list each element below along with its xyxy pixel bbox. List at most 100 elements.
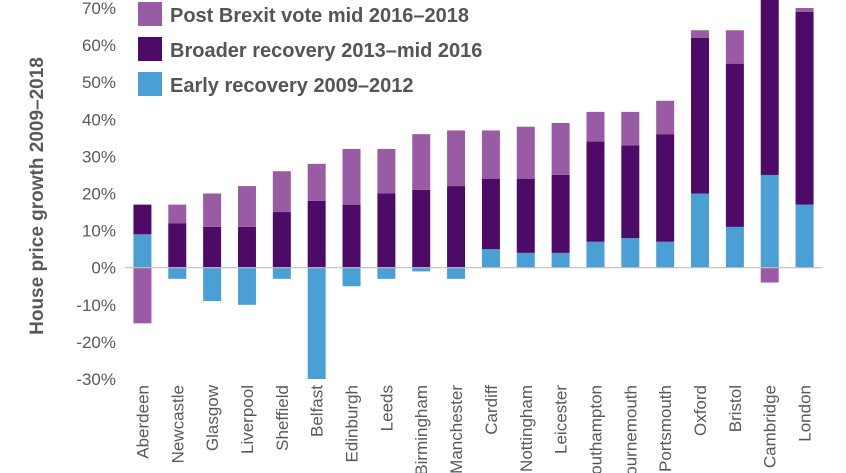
- bar-segment: [516, 126, 535, 179]
- bar-segment: [725, 226, 744, 268]
- y-tick-label: 30%: [82, 147, 116, 166]
- y-tick-label: 0%: [91, 259, 116, 278]
- bar-segment: [203, 193, 222, 227]
- bar-segment: [516, 178, 535, 253]
- bar-segment: [621, 145, 640, 239]
- bar-segment: [307, 200, 326, 268]
- legend: Post Brexit vote mid 2016–2018 Broader re…: [138, 2, 482, 97]
- bar-segment: [133, 267, 152, 324]
- bar-segment: [133, 204, 152, 235]
- bar-segment: [272, 212, 291, 268]
- bar-segment: [447, 267, 466, 279]
- y-axis-ticks: -30% -20% -10% 0% 10% 20% 30% 40% 50% 60% 70%: [76, 0, 116, 389]
- bar-segment: [342, 267, 361, 287]
- bar-segment: [272, 171, 291, 213]
- bar-segment: [481, 178, 500, 250]
- category-label: Cardiff: [482, 385, 501, 435]
- bar-segment: [237, 226, 256, 268]
- bar-segment: [551, 174, 570, 253]
- category-label: Edinburgh: [343, 385, 362, 463]
- bar-segment: [725, 63, 744, 227]
- bar-segment: [377, 267, 396, 279]
- category-label: Sheffield: [273, 385, 292, 451]
- bar-segment: [621, 111, 640, 146]
- category-label: London: [796, 385, 815, 442]
- y-tick-label: -10%: [76, 296, 116, 315]
- bar-segment: [272, 267, 291, 279]
- bar-segment: [203, 226, 222, 268]
- bar-segment: [447, 130, 466, 187]
- category-label: Birmingham: [412, 385, 431, 473]
- bar-segment: [307, 267, 326, 379]
- category-label: Manchester: [447, 385, 466, 473]
- y-tick-label: 70%: [82, 0, 116, 18]
- category-label: Aberdeen: [133, 385, 152, 459]
- category-label: Nottingham: [517, 385, 536, 472]
- category-label: Belfast: [308, 385, 327, 437]
- bar-segment: [691, 30, 710, 38]
- bar-segment: [586, 241, 605, 268]
- bars: [133, 0, 814, 379]
- category-label: Liverpool: [238, 385, 257, 454]
- legend-swatch: [138, 2, 162, 26]
- bar-segment: [237, 267, 256, 305]
- category-label: Leeds: [377, 385, 396, 431]
- y-tick-label: 40%: [82, 110, 116, 129]
- bar-segment: [760, 0, 779, 175]
- bar-segment: [516, 252, 535, 268]
- bar-segment: [203, 267, 222, 302]
- bar-segment: [795, 11, 814, 205]
- category-label: Southampton: [586, 385, 605, 473]
- bar-segment: [237, 186, 256, 227]
- y-axis-label: House price growth 2009–2018: [27, 57, 48, 335]
- bar-segment: [656, 134, 675, 242]
- bar-segment: [586, 111, 605, 142]
- bar-segment: [342, 148, 361, 205]
- bar-segment: [691, 37, 710, 194]
- y-tick-label: 20%: [82, 185, 116, 204]
- bar-segment: [447, 186, 466, 268]
- bar-segment: [168, 267, 187, 279]
- bar-segment: [412, 189, 431, 268]
- bar-segment: [307, 163, 326, 201]
- bar-segment: [656, 100, 675, 135]
- bar-segment: [168, 223, 187, 268]
- bar-segment: [133, 234, 152, 268]
- category-label: Bournemouth: [621, 385, 640, 473]
- bar-segment: [342, 204, 361, 268]
- y-tick-label: -20%: [76, 333, 116, 352]
- bar-segment: [621, 238, 640, 268]
- legend-label: Post Brexit vote mid 2016–2018: [170, 5, 469, 27]
- category-label: Oxford: [691, 385, 710, 436]
- y-tick-label: 50%: [82, 73, 116, 92]
- bar-segment: [412, 134, 431, 190]
- bar-segment: [551, 252, 570, 268]
- legend-label: Broader recovery 2013–mid 2016: [170, 40, 482, 62]
- category-label: Leicester: [552, 385, 571, 454]
- bar-segment: [412, 267, 431, 272]
- bar-segment: [481, 130, 500, 179]
- bar-segment: [795, 8, 814, 12]
- x-axis-categories: Aberdeen Newcastle Glasgow Liverpool Sheffie…: [133, 384, 814, 473]
- bar-segment: [656, 241, 675, 268]
- bar-segment: [760, 174, 779, 268]
- category-label: Glasgow: [203, 384, 222, 451]
- y-tick-label: 10%: [82, 222, 116, 241]
- legend-swatch: [138, 72, 162, 96]
- bar-segment: [586, 141, 605, 242]
- bar-segment: [725, 30, 744, 64]
- bar-segment: [377, 148, 396, 194]
- bar-segment: [795, 204, 814, 268]
- bar-segment: [168, 204, 187, 224]
- legend-swatch: [138, 37, 162, 61]
- category-label: Newcastle: [168, 385, 187, 463]
- bar-segment: [481, 249, 500, 268]
- y-tick-label: 60%: [82, 36, 116, 55]
- bar-segment: [551, 123, 570, 175]
- y-tick-label: -30%: [76, 370, 116, 389]
- category-label: Cambridge: [761, 385, 780, 468]
- category-label: Portsmouth: [656, 385, 675, 472]
- category-label: Bristol: [726, 385, 745, 432]
- bar-segment: [691, 193, 710, 268]
